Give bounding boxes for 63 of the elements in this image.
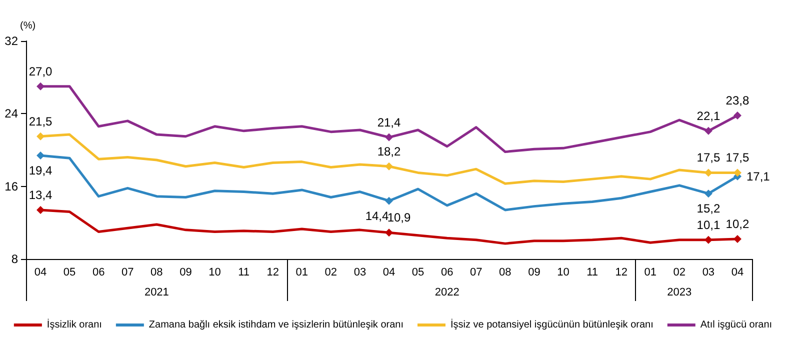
point — [385, 196, 393, 205]
x-tick-label: 08 — [150, 266, 163, 278]
data-label: 14,4 — [365, 208, 389, 223]
legend-label: İşsiz ve potansiyel işgücünün bütünleşik oranı — [450, 318, 654, 330]
text: 2021 — [144, 286, 169, 298]
data-label: 22,1 — [696, 108, 720, 123]
x-tick-label: 08 — [499, 266, 512, 278]
x-tick-label: 01 — [296, 266, 308, 278]
x-tick-label: 06 — [440, 266, 454, 278]
data-label: 27,0 — [28, 64, 53, 78]
x-tick-label: 07 — [122, 266, 134, 278]
x-tick-label: 02 — [324, 266, 338, 278]
point — [36, 132, 45, 140]
point — [704, 190, 712, 198]
point — [36, 151, 45, 160]
x-tick-label: 11 — [238, 266, 250, 278]
x-tick-label: 10 — [208, 266, 221, 278]
point — [385, 133, 393, 142]
y-tick-label: 24 — [4, 106, 18, 121]
x-tick-label: 11 — [586, 266, 598, 278]
x-tick-label: 12 — [266, 266, 279, 278]
y-tick-label: 32 — [4, 34, 18, 48]
data-label: 13,4 — [28, 188, 53, 202]
data-label: 10,2 — [726, 217, 750, 232]
y-tick-label: 8 — [11, 252, 18, 266]
x-tick-label: 02 — [673, 266, 686, 278]
data-label: 15,2 — [696, 202, 720, 216]
x-tick-label: 06 — [92, 266, 105, 278]
legend-label: Atıl işgücü oranı — [700, 320, 772, 330]
data-label: 21,4 — [377, 115, 401, 130]
data-label: 19,4 — [28, 163, 53, 178]
x-tick-label: 07 — [470, 266, 482, 278]
data-label: 10,9 — [387, 210, 411, 225]
x-tick-label: 09 — [528, 266, 540, 278]
data-label: 17,5 — [696, 150, 720, 165]
y-tick-label: 16 — [4, 179, 18, 194]
point — [704, 126, 712, 135]
x-tick-label: 10 — [557, 266, 570, 278]
x-tick-label: 12 — [615, 266, 628, 278]
x-tick-label: 03 — [354, 266, 366, 278]
data-label: 18,2 — [377, 144, 401, 158]
x-tick-label: 03 — [702, 266, 715, 278]
point — [385, 162, 393, 170]
point — [385, 228, 393, 237]
x-tick-label: 04 — [731, 266, 744, 278]
data-label: 17,1 — [746, 169, 770, 184]
x-tick-label: 01 — [644, 266, 656, 278]
point — [733, 111, 742, 120]
legend-label: Zamana bağlı eksik istihdam ve işsizlerin bütünleşik oranı — [148, 320, 404, 330]
x-tick-label: 04 — [34, 266, 47, 278]
y-axis-title: (%) — [20, 20, 36, 32]
x-tick-label: 04 — [382, 266, 396, 278]
legend-label: İşsizlik oranı — [46, 318, 102, 330]
x-tick-label: 05 — [63, 266, 76, 278]
point — [704, 168, 712, 177]
data-label: 23,8 — [726, 93, 750, 108]
data-label: 21,5 — [28, 114, 53, 128]
data-label: 17,5 — [726, 150, 750, 165]
text: 2023 — [667, 286, 692, 298]
x-tick-label: 05 — [412, 266, 424, 278]
x-tick-label: 09 — [180, 266, 192, 278]
data-label: 10,1 — [696, 218, 720, 232]
text: 2022 — [434, 286, 460, 298]
